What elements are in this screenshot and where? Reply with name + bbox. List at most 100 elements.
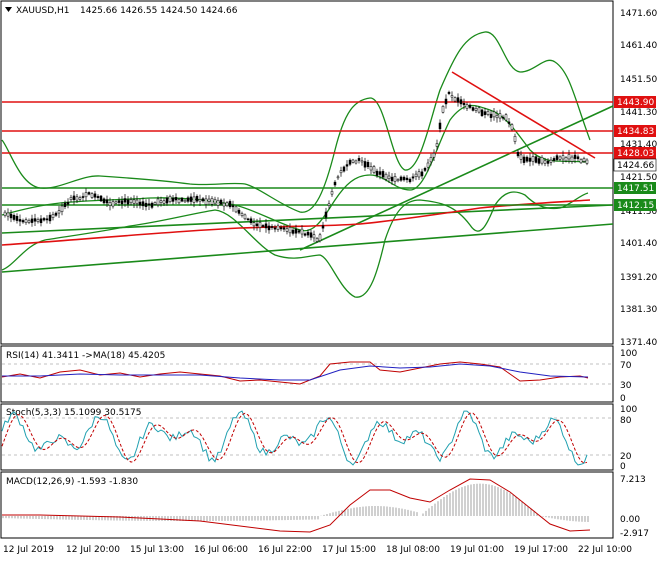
candle-body <box>576 156 580 160</box>
ma-red-curve <box>1 199 591 246</box>
candle-body <box>144 202 148 207</box>
candle-body <box>561 155 565 160</box>
candle-body <box>57 210 61 214</box>
macd-tick: 7.213 <box>620 475 646 485</box>
candle-body <box>417 171 421 178</box>
candle-body <box>366 161 370 168</box>
candle-body <box>516 151 520 157</box>
candle-body <box>231 205 235 208</box>
candle-body <box>579 159 583 164</box>
rsi-panel-frame <box>0 345 614 403</box>
candle-body <box>249 218 253 224</box>
candle-body <box>573 154 577 159</box>
candle-body <box>324 211 328 218</box>
candle-body <box>66 201 70 205</box>
candle-body <box>150 202 154 208</box>
level-tag: 1434.83 <box>617 127 654 137</box>
candle-body <box>198 199 202 202</box>
rsi-tick: 0 <box>620 394 626 404</box>
candle-body <box>147 203 151 206</box>
candle-body <box>477 107 481 113</box>
candle-body <box>69 197 73 200</box>
candle-body <box>537 158 541 164</box>
stoch-tick: 0 <box>620 462 626 472</box>
candle-body <box>492 111 496 118</box>
level-tag: 1428.03 <box>617 149 654 159</box>
candle-body <box>3 211 7 216</box>
candle-body <box>90 193 94 198</box>
candle-body <box>153 202 157 205</box>
candle-body <box>33 218 37 222</box>
macd-tick: -2.917 <box>620 529 649 539</box>
candle-body <box>363 161 367 168</box>
current-price-tag: 1424.66 <box>617 161 654 171</box>
candle-body <box>501 116 505 119</box>
main-y-axis: 1471.60 1461.40 1451.50 1441.30 1431.40 … <box>620 9 657 348</box>
candle-body <box>105 199 109 204</box>
candle-body <box>570 156 574 162</box>
candle-body <box>117 200 121 203</box>
candle-body <box>528 157 532 162</box>
candle-body <box>414 173 418 177</box>
candle-body <box>267 225 271 231</box>
candle-body <box>309 232 313 238</box>
candle-body <box>453 97 457 102</box>
candle-body <box>444 98 448 105</box>
macd-tick: 0.00 <box>620 515 640 525</box>
middle-band <box>1 104 589 232</box>
candle-body <box>408 178 412 183</box>
macd-histogram <box>2 483 589 522</box>
candle-body <box>495 115 499 119</box>
candle-body <box>138 201 142 206</box>
candle-body <box>174 197 178 201</box>
candle-body <box>534 156 538 163</box>
candle-body <box>327 203 331 206</box>
x-tick: 12 Jul 2019 <box>3 545 54 555</box>
candle-body <box>519 154 523 160</box>
x-tick: 19 Jul 01:00 <box>450 545 504 555</box>
candle-body <box>135 199 139 205</box>
candle-body <box>120 200 124 205</box>
rsi-tick: 70 <box>620 361 632 371</box>
candle-body <box>96 196 100 198</box>
level-tag-bg <box>614 199 656 211</box>
candle-body <box>132 199 136 204</box>
candle-body <box>207 198 211 202</box>
candle-body <box>87 192 91 195</box>
candle-body <box>387 175 391 179</box>
candle-body <box>288 227 292 234</box>
candle-body <box>423 167 427 171</box>
candle-body <box>24 219 28 223</box>
rsi-ma-line <box>2 363 589 381</box>
candle-body <box>27 220 31 223</box>
candle-body <box>474 108 478 111</box>
rsi-tick: 100 <box>620 349 637 359</box>
candle-body <box>564 157 568 162</box>
candle-body <box>162 200 166 204</box>
ohlc-readout: 1425.66 1426.55 1424.50 1424.66 <box>80 6 238 16</box>
lower-band <box>1 191 589 298</box>
collapse-triangle-icon[interactable] <box>5 7 12 12</box>
candle-body <box>264 223 268 229</box>
stoch-label: Stoch(5,3,3) 15.1099 30.5175 <box>6 408 141 418</box>
candle-body <box>171 197 175 202</box>
candle-body <box>420 171 424 177</box>
long-support-line <box>1 223 614 273</box>
y-tick: 1371.40 <box>620 338 657 348</box>
x-tick: 12 Jul 20:00 <box>66 545 120 555</box>
candle-body <box>210 198 214 205</box>
candle-body <box>225 202 229 207</box>
candle-body <box>129 199 133 204</box>
candle-body <box>375 170 379 176</box>
candle-body <box>522 156 526 163</box>
candle-body <box>282 227 286 230</box>
y-tick: 1381.30 <box>620 305 657 315</box>
candle-body <box>345 164 349 167</box>
y-tick: 1441.30 <box>620 108 657 118</box>
candle-body <box>549 159 553 163</box>
candle-body <box>108 202 112 206</box>
candle-body <box>285 228 289 232</box>
y-tick: 1451.50 <box>620 75 657 85</box>
candle-body <box>177 199 181 204</box>
